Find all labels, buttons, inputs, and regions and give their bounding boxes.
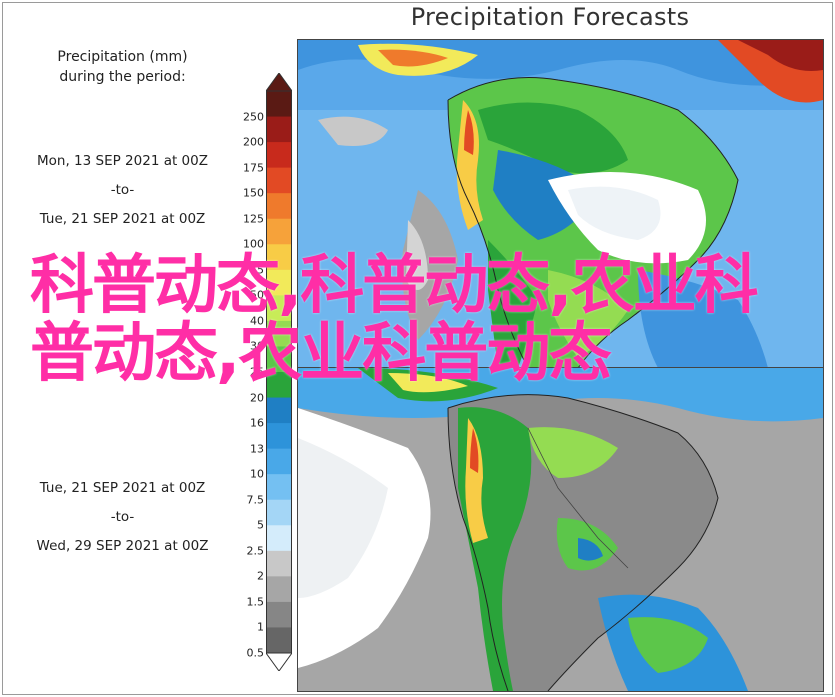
- colorbar-tick-label: 7.5: [246, 493, 265, 507]
- colorbar-tick-label: 50: [250, 288, 264, 302]
- forecast-map-period-1: [297, 39, 824, 369]
- colorbar-tick-label: 0.5: [246, 646, 265, 660]
- period-1-label: Mon, 13 SEP 2021 at 00Z -to- Tue, 21 SEP…: [10, 147, 235, 234]
- colorbar-tick-label: 40: [250, 314, 264, 328]
- period-2-start: Tue, 21 SEP 2021 at 00Z: [39, 480, 206, 496]
- colorbar-segment: [266, 295, 292, 322]
- colorbar-segment: [266, 550, 292, 577]
- colorbar-segment: [266, 116, 292, 143]
- colorbar-segment: [266, 627, 292, 654]
- colorbar-segment: [266, 397, 292, 424]
- colorbar-tick-label: 100: [243, 237, 264, 251]
- colorbar-tick-label: 30: [250, 339, 264, 353]
- period-1-to: -to-: [110, 182, 135, 198]
- colorbar-outline: [266, 90, 292, 654]
- period-2-end: Wed, 29 SEP 2021 at 00Z: [36, 538, 209, 554]
- watermark-overlay: 科普动态,科普动态,农业科普动态,农业科普动态: [30, 249, 759, 391]
- period-2-label: Tue, 21 SEP 2021 at 00Z -to- Wed, 29 SEP…: [10, 474, 235, 561]
- colorbar-tick-label: 150: [243, 186, 264, 200]
- colorbar-segment: [266, 423, 292, 450]
- period-2-to: -to-: [110, 509, 135, 525]
- figure-title: Precipitation Forecasts: [410, 3, 690, 31]
- colorbar-tick-label: 1.5: [246, 595, 265, 609]
- colorbar-tick-label: 2: [257, 569, 264, 583]
- colorbar-tick-label: 175: [243, 161, 264, 175]
- colorbar-segment: [266, 576, 292, 603]
- colorbar-tick-label: 75: [250, 263, 264, 277]
- colorbar-bottom-arrow: [266, 652, 292, 671]
- colorbar-segment: [266, 372, 292, 399]
- colorbar-tick-label: 5: [257, 518, 264, 532]
- precipitation-colorbar: [266, 73, 292, 671]
- colorbar-tick-label: 16: [250, 416, 264, 430]
- colorbar-segment: [266, 269, 292, 296]
- colorbar-segment: [266, 346, 292, 373]
- colorbar-segment: [266, 193, 292, 220]
- colorbar-segment: [266, 142, 292, 169]
- colorbar-segment: [266, 218, 292, 245]
- colorbar-tick-label: 200: [243, 135, 264, 149]
- legend-title: Precipitation (mm) during the period:: [20, 47, 225, 87]
- colorbar-segment: [266, 499, 292, 526]
- colorbar-tick-label: 13: [250, 442, 264, 456]
- colorbar-segment: [266, 244, 292, 271]
- colorbar-tick-label: 25: [250, 365, 264, 379]
- legend-title-line1: Precipitation (mm): [57, 49, 188, 65]
- colorbar-segment: [266, 91, 292, 118]
- colorbar-segment: [266, 474, 292, 501]
- colorbar-segment: [266, 601, 292, 628]
- colorbar-top-arrow: [266, 73, 292, 92]
- colorbar-segment: [266, 525, 292, 552]
- colorbar-tick-label: 10: [250, 467, 264, 481]
- colorbar-tick-labels: 250 200 175 150 125 100 75 50 40 30 25 20 16 13 10 7.5 5…: [226, 0, 264, 697]
- colorbar-segment: [266, 320, 292, 347]
- legend-title-line2: during the period:: [59, 69, 186, 85]
- period-1-start: Mon, 13 SEP 2021 at 00Z: [37, 153, 208, 169]
- colorbar-tick-label: 1: [257, 620, 264, 634]
- colorbar-segment: [266, 167, 292, 194]
- colorbar-tick-label: 125: [243, 212, 264, 226]
- colorbar-tick-label: 20: [250, 391, 264, 405]
- forecast-map-period-2: [297, 367, 824, 692]
- period-1-end: Tue, 21 SEP 2021 at 00Z: [39, 211, 206, 227]
- colorbar-tick-label: 2.5: [246, 544, 265, 558]
- colorbar-segment: [266, 448, 292, 475]
- colorbar-tick-label: 250: [243, 110, 264, 124]
